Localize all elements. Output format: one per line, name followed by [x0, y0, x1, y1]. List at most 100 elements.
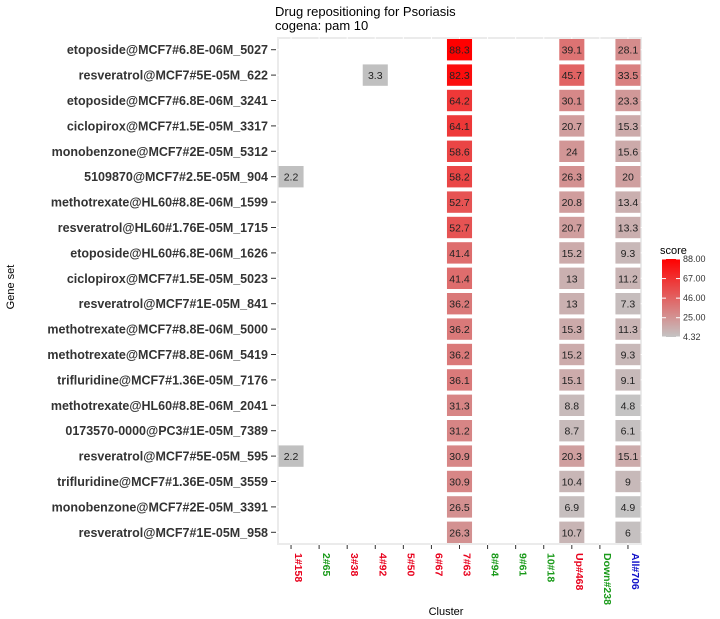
column-label: Up#468: [573, 553, 585, 591]
cell-value-label: 58.6: [449, 146, 470, 158]
column-labels: 1#158 2#65 3#38 4#92 5#50 6#67 7#63 8#94 9#61 10#…: [290, 545, 641, 605]
heatmap-cell: [559, 191, 585, 213]
heatmap-cell: [559, 318, 585, 340]
row-labels: etoposide@MCF7#6.8E-06M_5027 resveratrol@…: [47, 43, 276, 540]
row-label: resveratrol@MCF7#5E-05M_595: [79, 450, 268, 464]
cell-value-label: 26.3: [562, 172, 583, 184]
column-label: 6#67: [432, 553, 444, 577]
heatmap-cell: [446, 242, 473, 264]
cell-value-label: 26.5: [449, 502, 470, 514]
row-label: resveratrol@MCF7#5E-05M_622: [79, 69, 268, 83]
heatmap-cell: [446, 496, 473, 518]
heatmap-cell: [446, 216, 473, 239]
chart-title: Drug repositioning for Psoriasis: [275, 4, 456, 19]
row-label: monobenzone@MCF7#2E-05M_3391: [52, 500, 268, 514]
cell-value-label: 36.2: [449, 324, 470, 336]
cell-value-label: 36.2: [449, 299, 470, 311]
heatmap-cell: [615, 216, 641, 239]
heatmap-cell: [559, 293, 585, 315]
heatmap-cell: [278, 166, 304, 188]
row-label: methotrexate@MCF7#8.8E-06M_5000: [47, 323, 268, 337]
cell-value-label: 82.3: [449, 70, 470, 82]
column-label: 2#65: [320, 553, 332, 577]
cell-value-label: 15.1: [562, 375, 583, 387]
cell-value-label: 10.7: [562, 527, 583, 539]
cell-value-label: 15.3: [562, 324, 583, 336]
heatmap-cell: [615, 39, 641, 61]
cell-value-label: 20.7: [562, 223, 583, 235]
cell-value-label: 6.9: [565, 502, 580, 514]
heatmap-cell: [559, 242, 585, 264]
heatmap-cell: [615, 420, 641, 442]
heatmap-cell: [559, 420, 585, 442]
cell-value-label: 23.3: [618, 96, 639, 108]
cell-value-label: 8.7: [565, 426, 580, 438]
heatmap-cell: [446, 318, 473, 340]
panel-fill: [279, 39, 640, 543]
heatmap-cell: [615, 470, 641, 493]
legend-tick-label: 67.00: [683, 274, 706, 284]
cell-value-label: 2.2: [284, 451, 299, 463]
cell-value-label: 15.2: [562, 350, 583, 362]
row-label: resveratrol@HL60#1.76E-05M_1715: [58, 221, 268, 235]
column-label: 4#92: [376, 553, 388, 577]
heatmap-cell: [559, 115, 585, 137]
cell-value-label: 11.3: [618, 324, 638, 336]
heatmap-cell: [615, 318, 641, 340]
heatmap-cell: [615, 166, 641, 188]
row-label: 0173570-0000@PC3#1E-05M_7389: [65, 424, 268, 438]
cell-value-label: 24: [566, 146, 578, 158]
row-label: etoposide@MCF7#6.8E-06M_3241: [67, 94, 268, 108]
cell-value-label: 9.3: [621, 248, 636, 260]
heatmap-cell: [615, 369, 641, 391]
column-label: Down#238: [601, 553, 613, 605]
heatmap-cell: [559, 216, 585, 239]
cell-value-label: 20: [622, 172, 634, 184]
heatmap-cell: [615, 242, 641, 264]
row-label: ciclopirox@MCF7#1.5E-05M_5023: [67, 272, 268, 286]
cell-value-label: 26.3: [449, 527, 470, 539]
heatmap-cell: [615, 115, 641, 137]
row-label: methotrexate@HL60#8.8E-06M_1599: [51, 196, 268, 210]
legend-tick-label: 46.00: [683, 293, 706, 303]
row-label: resveratrol@MCF7#1E-05M_958: [79, 526, 268, 540]
cell-value-label: 15.3: [618, 121, 639, 133]
legend-tick-label: 88.00: [683, 254, 706, 264]
cell-value-label: 41.4: [449, 248, 470, 260]
legend-color-bar: [662, 259, 680, 337]
heatmap-cells: 88.3 39.1 28.1 3.3 82.3 45.7 33.5 64.2 30.1 23.3 6…: [278, 39, 641, 543]
row-label: trifluridine@MCF7#1.36E-05M_7176: [57, 373, 268, 387]
row-label: monobenzone@MCF7#2E-05M_5312: [52, 145, 268, 159]
heatmap-cell: [559, 445, 585, 467]
cell-value-label: 33.5: [618, 70, 639, 82]
heatmap-cell: [446, 166, 473, 188]
heatmap-cell: [559, 394, 585, 416]
heatmap-cell: [615, 89, 641, 112]
legend-tick-label: 25.00: [683, 313, 706, 323]
cell-value-label: 11.2: [618, 273, 638, 285]
cell-value-label: 3.3: [368, 70, 383, 82]
heatmap-cell: [446, 89, 473, 112]
heatmap-cell: [446, 191, 473, 213]
heatmap-cell: [559, 369, 585, 391]
row-label: etoposide@MCF7#6.8E-06M_5027: [67, 43, 268, 57]
heatmap-cell: [446, 343, 473, 366]
row-label: ciclopirox@MCF7#1.5E-05M_3317: [67, 119, 268, 133]
column-label: 5#50: [404, 553, 416, 577]
heatmap-cell: [615, 343, 641, 366]
heatmap-cell: [615, 191, 641, 213]
heatmap-cell: [615, 496, 641, 518]
cell-value-label: 15.2: [562, 248, 583, 260]
heatmap-cell: [446, 470, 473, 493]
heatmap-cell: [446, 445, 473, 467]
row-label: trifluridine@MCF7#1.36E-05M_3559: [57, 475, 268, 489]
legend-title: score: [660, 245, 687, 257]
heatmap-cell: [615, 394, 641, 416]
cell-value-label: 6: [625, 527, 631, 539]
cell-value-label: 9: [625, 477, 631, 489]
heatmap-cell: [446, 267, 473, 289]
cell-value-label: 88.3: [449, 45, 470, 57]
heatmap-cell: [446, 394, 473, 416]
column-label: 7#63: [461, 553, 473, 577]
cell-value-label: 45.7: [562, 70, 583, 82]
